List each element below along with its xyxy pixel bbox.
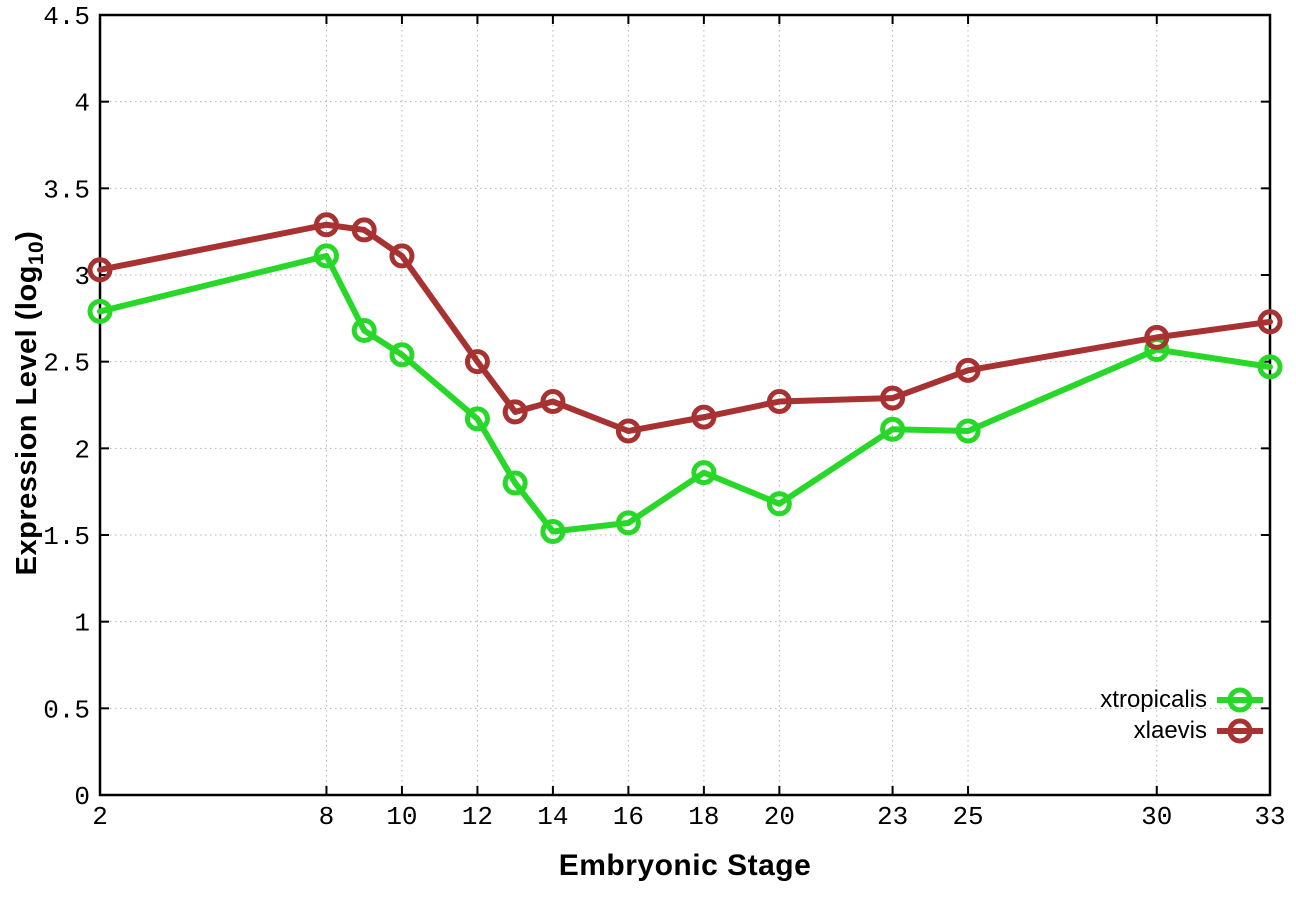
x-tick-label: 10 xyxy=(386,802,417,832)
marker-xlaevis xyxy=(1144,324,1170,350)
marker-xlaevis xyxy=(502,399,528,425)
marker-xlaevis xyxy=(955,357,981,383)
x-tick-label: 20 xyxy=(764,802,795,832)
y-tick-label: 1.5 xyxy=(43,522,90,552)
x-tick-label: 23 xyxy=(877,802,908,832)
marker-xlaevis xyxy=(87,257,113,283)
legend-key-marker xyxy=(1227,687,1253,712)
marker-xlaevis xyxy=(1257,309,1283,335)
y-tick-label: 0.5 xyxy=(43,695,90,725)
marker-xlaevis xyxy=(880,385,906,411)
x-tick-label: 18 xyxy=(688,802,719,832)
legend-key-xtropicalis xyxy=(1217,687,1263,712)
series-line-xlaevis xyxy=(97,221,1273,434)
y-tick-label: 0 xyxy=(74,782,90,812)
marker-xlaevis xyxy=(464,349,490,375)
x-tick-label: 25 xyxy=(952,802,983,832)
x-tick-label: 30 xyxy=(1141,802,1172,832)
y-tick-label: 2.5 xyxy=(43,349,90,379)
marker-xlaevis xyxy=(615,418,641,444)
y-tick-label: 3 xyxy=(74,262,90,292)
marker-xtropicalis xyxy=(691,460,717,486)
series-line-xtropicalis xyxy=(97,252,1273,535)
x-tick-label: 14 xyxy=(537,802,568,832)
y-axis-title-text: Expression Level (log xyxy=(10,265,43,576)
x-tick-label: 12 xyxy=(462,802,493,832)
marker-xtropicalis xyxy=(351,317,377,343)
legend-label-xtropicalis: xtropicalis xyxy=(1100,685,1207,713)
x-tick-label: 2 xyxy=(92,802,108,832)
marker-xtropicalis xyxy=(540,519,566,545)
legend-entry-xtropicalis: xtropicalis xyxy=(1100,684,1264,715)
legend-label-xlaevis: xlaevis xyxy=(1133,716,1207,744)
marker-xlaevis xyxy=(691,404,717,430)
marker-xtropicalis xyxy=(313,243,339,269)
y-axis-title-close: ) xyxy=(10,230,43,241)
marker-xtropicalis xyxy=(615,510,641,536)
legend-entry-xlaevis: xlaevis xyxy=(1134,715,1264,746)
x-tick-label: 16 xyxy=(613,802,644,832)
plot-border xyxy=(98,13,1272,797)
marker-xlaevis xyxy=(389,243,415,269)
x-tick-label: 8 xyxy=(319,802,335,832)
x-axis-title: Embryonic Stage xyxy=(558,849,812,882)
y-axis-title: Expression Level (log10) xyxy=(11,231,49,576)
marker-xlaevis xyxy=(766,389,792,415)
marker-xtropicalis xyxy=(87,298,113,324)
x-tick-label: 33 xyxy=(1254,802,1285,832)
marker-xlaevis xyxy=(313,212,339,238)
marker-xlaevis xyxy=(540,389,566,415)
legend: xtropicalis xlaevis xyxy=(1100,684,1264,746)
marker-xtropicalis xyxy=(389,342,415,368)
marker-xtropicalis xyxy=(502,470,528,496)
y-tick-label: 1 xyxy=(74,609,90,639)
marker-xlaevis xyxy=(351,217,377,243)
marker-xtropicalis xyxy=(880,416,906,442)
y-tick-label: 2 xyxy=(74,435,90,465)
y-axis-title-subscript: 10 xyxy=(25,240,49,266)
y-tick-label: 4.5 xyxy=(43,2,90,32)
marker-xtropicalis xyxy=(955,418,981,444)
marker-xtropicalis xyxy=(464,406,490,432)
y-tick-label: 3.5 xyxy=(43,175,90,205)
marker-xtropicalis xyxy=(766,491,792,517)
marker-xtropicalis xyxy=(1257,354,1283,380)
y-tick-label: 4 xyxy=(74,89,90,119)
legend-key-xlaevis xyxy=(1217,718,1263,743)
legend-key-marker xyxy=(1227,718,1253,743)
